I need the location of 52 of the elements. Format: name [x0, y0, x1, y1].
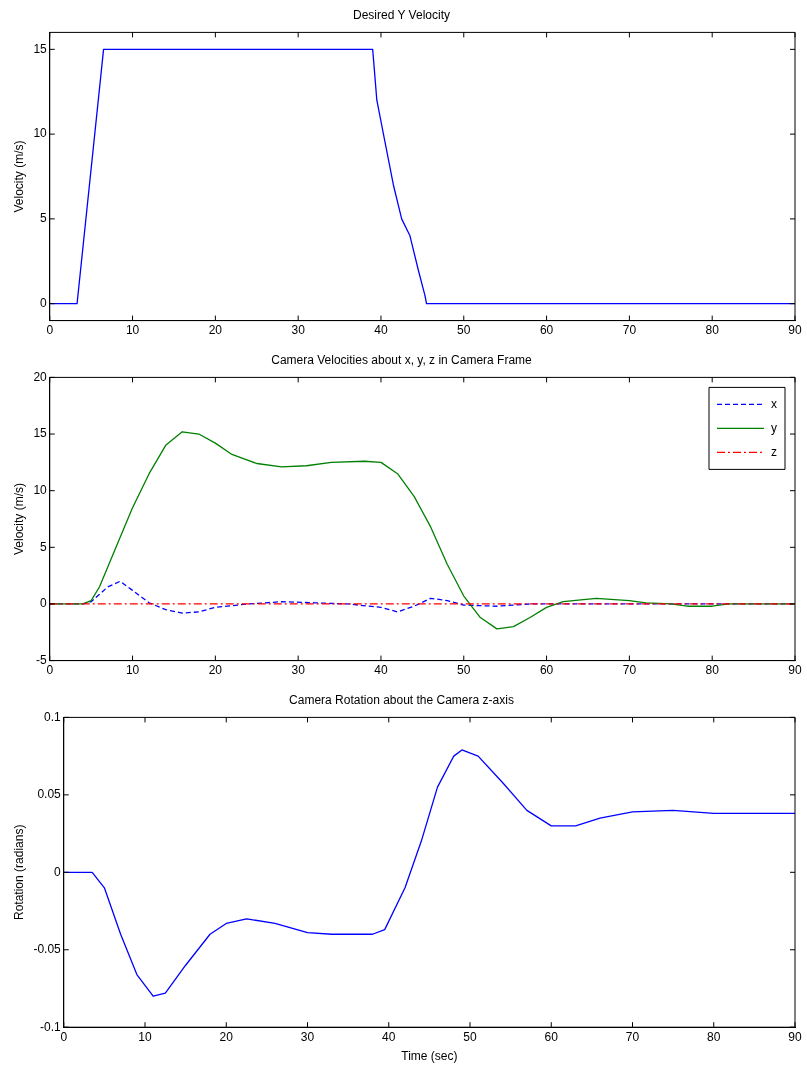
x-tick-label: 60: [544, 1029, 559, 1044]
x-tick-label: 70: [622, 663, 637, 678]
x-tick-label: 50: [457, 323, 471, 338]
x-tick-label: 90: [788, 1029, 802, 1044]
y-axis-title: Velocity (m/s): [11, 482, 26, 556]
y-tick-label: 0: [54, 864, 62, 879]
y-axis-title: Velocity (m/s): [11, 140, 26, 213]
x-tick-label: 80: [707, 1029, 721, 1044]
legend-label: y: [771, 420, 777, 435]
x-tick-label: 20: [208, 323, 223, 338]
x-tick-label: 60: [539, 663, 554, 678]
x-tick-label: 30: [300, 1029, 315, 1044]
y-tick-label: 0.05: [37, 787, 62, 802]
legend-label: x: [771, 396, 777, 411]
x-tick-label: 10: [125, 323, 140, 338]
x-tick-label: 10: [125, 663, 140, 678]
x-tick-label: 70: [622, 323, 637, 338]
x-tick-label: 30: [291, 663, 306, 678]
x-tick-label: 70: [625, 1029, 640, 1044]
x-axis-title: Time (sec): [401, 1049, 458, 1064]
x-tick-label: 20: [219, 1029, 234, 1044]
x-tick-label: 40: [374, 663, 388, 678]
y-tick-label: 0.1: [44, 709, 62, 724]
x-tick-label: 40: [374, 323, 388, 338]
x-tick-label: 80: [705, 663, 720, 678]
y-tick-label: 15: [33, 426, 48, 441]
x-tick-label: 90: [788, 663, 802, 678]
y-tick-label: 5: [40, 539, 48, 554]
y-tick-label: 5: [40, 211, 48, 226]
y-tick-label: 20: [33, 369, 48, 384]
y-tick-label: -0.1: [40, 1019, 62, 1034]
y-tick-label: 10: [33, 482, 48, 497]
x-tick-label: 50: [463, 1029, 477, 1044]
y-tick-label: 10: [33, 126, 48, 141]
chart-title: Camera Velocities about x, y, z in Camera Frame: [271, 352, 533, 367]
y-tick-label: -5: [36, 652, 48, 667]
x-tick-label: 30: [291, 323, 306, 338]
y-tick-label: -0.05: [33, 942, 62, 957]
legend-label: z: [771, 444, 777, 459]
x-tick-label: 80: [705, 323, 720, 338]
y-axis-title: Rotation (radians): [11, 824, 26, 920]
x-tick-label: 50: [457, 663, 471, 678]
y-tick-label: 0: [40, 596, 48, 611]
x-tick-label: 40: [382, 1029, 396, 1044]
chart-title: Desired Y Velocity: [353, 7, 450, 22]
y-tick-label: 0: [40, 295, 48, 310]
x-tick-label: 20: [208, 663, 223, 678]
chart-title: Camera Rotation about the Camera z-axis: [289, 692, 514, 707]
x-tick-label: 60: [539, 323, 554, 338]
x-tick-label: 90: [788, 323, 802, 338]
y-tick-label: 15: [33, 41, 48, 56]
x-tick-label: 10: [138, 1029, 152, 1044]
